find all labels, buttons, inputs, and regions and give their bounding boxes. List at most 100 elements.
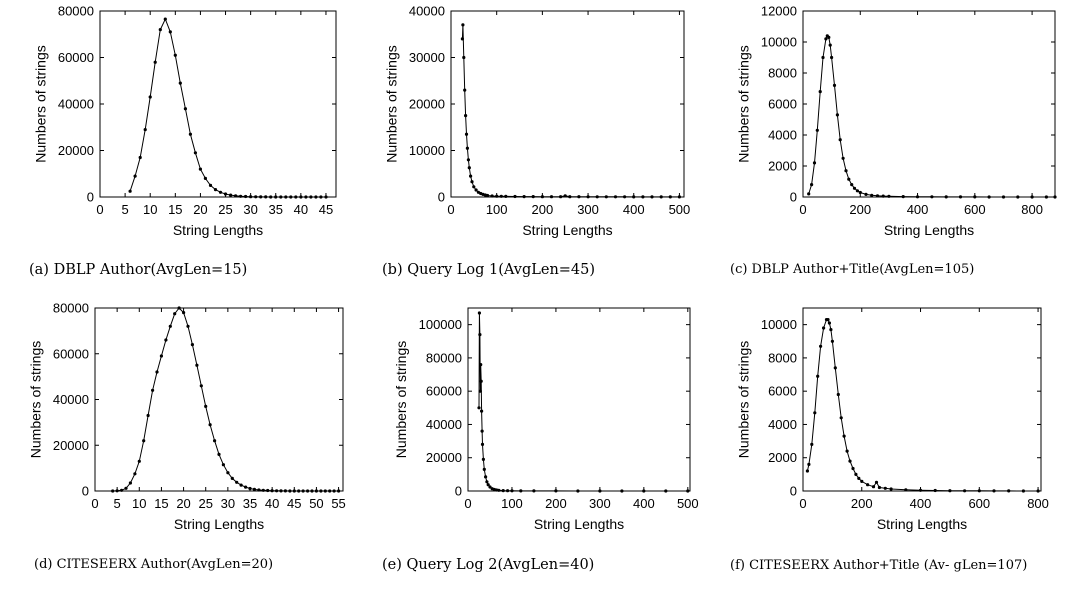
y-tick-label: 2000 [768, 450, 797, 465]
x-tick-label: 100 [501, 496, 523, 511]
x-axis-label: String Lengths [174, 516, 264, 532]
data-point [486, 483, 490, 487]
data-point [877, 485, 881, 490]
data-point [554, 489, 558, 493]
caption-b: (b) Query Log 1(AvgLen=45) [382, 262, 596, 278]
data-point [650, 195, 654, 199]
data-point [279, 489, 283, 493]
series-line [806, 319, 1039, 492]
caption-f: (f) CITESEERX Author+Title (Av- gLen=107… [730, 558, 1028, 573]
data-point [190, 343, 194, 347]
data-point [186, 324, 190, 328]
y-tick-label: 2000 [768, 159, 797, 174]
data-point [664, 489, 668, 493]
data-point [477, 406, 481, 410]
data-point [1001, 195, 1006, 199]
data-point [513, 194, 517, 199]
x-tick-label: 300 [589, 496, 611, 511]
data-point [510, 489, 514, 493]
data-point [257, 488, 261, 492]
data-point [499, 194, 503, 198]
data-point [944, 195, 948, 199]
data-point [226, 471, 230, 475]
data-point [604, 195, 608, 199]
y-tick-label: 6000 [768, 97, 797, 112]
data-point [124, 486, 128, 490]
y-tick-label: 40000 [53, 392, 89, 407]
data-point [304, 195, 308, 199]
data-point [213, 188, 218, 192]
y-tick-label: 80000 [58, 4, 94, 19]
data-point [177, 306, 181, 310]
data-point [870, 193, 874, 197]
data-point [623, 195, 627, 199]
data-point [829, 328, 833, 332]
chart-d: 0 5 10 15 20 25 30 35 40 45 50 55 0 20000 40000 60000 80… [28, 301, 346, 533]
chart-f: 0 200 400 600 8000200040006000800010000Strin… [736, 307, 1049, 532]
data-point [832, 83, 837, 87]
y-tick-label: 40000 [58, 97, 94, 112]
data-point [198, 167, 202, 171]
data-point [532, 489, 536, 493]
data-point [328, 489, 332, 493]
data-point [677, 195, 681, 199]
x-tick-label: 0 [91, 496, 98, 511]
data-point [860, 479, 864, 483]
y-tick-label: 8000 [768, 350, 797, 365]
data-point [1053, 195, 1057, 199]
data-point [858, 190, 862, 195]
x-tick-label: 800 [1021, 202, 1043, 217]
y-axis-label: Numbers of strings [393, 341, 409, 458]
data-point [279, 195, 283, 199]
data-point [973, 195, 977, 199]
x-tick-label: 600 [968, 496, 990, 511]
data-point [889, 487, 893, 491]
x-tick-label: 0 [799, 496, 806, 511]
panel-e: 0 100 200 300 400 500 0 20000 40000 60000 80000 100… [360, 300, 710, 603]
data-point [933, 488, 937, 493]
data-point [1016, 195, 1020, 199]
y-tick-label: 0 [87, 190, 94, 205]
x-tick-label: 15 [168, 202, 182, 217]
data-point [306, 489, 310, 493]
data-point [223, 192, 228, 196]
data-point [115, 489, 119, 493]
data-point [234, 194, 238, 198]
data-point [818, 90, 822, 94]
data-point [244, 194, 248, 199]
data-point [807, 192, 811, 196]
y-tick-label: 4000 [768, 128, 797, 143]
x-tick-label: 200 [545, 496, 567, 511]
caption-e: (e) Query Log 2(AvgLen=40) [382, 557, 595, 573]
data-point [481, 457, 485, 461]
y-tick-label: 12000 [761, 4, 797, 19]
data-point [805, 469, 809, 473]
x-tick-label: 40 [294, 202, 308, 217]
data-point [314, 489, 318, 493]
data-point [686, 489, 690, 493]
data-point [469, 174, 473, 178]
data-point [485, 193, 490, 198]
data-point [249, 195, 253, 199]
y-tick-label: 10000 [761, 35, 797, 50]
data-point [479, 379, 483, 383]
data-point [480, 429, 484, 433]
x-tick-label: 30 [221, 496, 235, 511]
y-axis-label: Numbers of strings [736, 45, 752, 162]
data-point [918, 488, 923, 492]
data-point [522, 195, 526, 199]
x-tick-label: 0 [447, 202, 454, 217]
data-point [501, 489, 505, 493]
data-point [568, 195, 572, 199]
data-point [963, 489, 967, 493]
panel-d: 0 5 10 15 20 25 30 35 40 45 50 55 0 20000 40000 60000 80… [0, 300, 360, 603]
y-axis-label: Numbers of strings [28, 341, 44, 458]
data-point [128, 189, 132, 193]
data-point [827, 321, 831, 325]
data-point [461, 23, 465, 27]
data-point [490, 194, 494, 198]
data-point [497, 488, 501, 492]
data-point [310, 489, 314, 493]
data-point [826, 318, 830, 322]
data-point [467, 166, 471, 170]
